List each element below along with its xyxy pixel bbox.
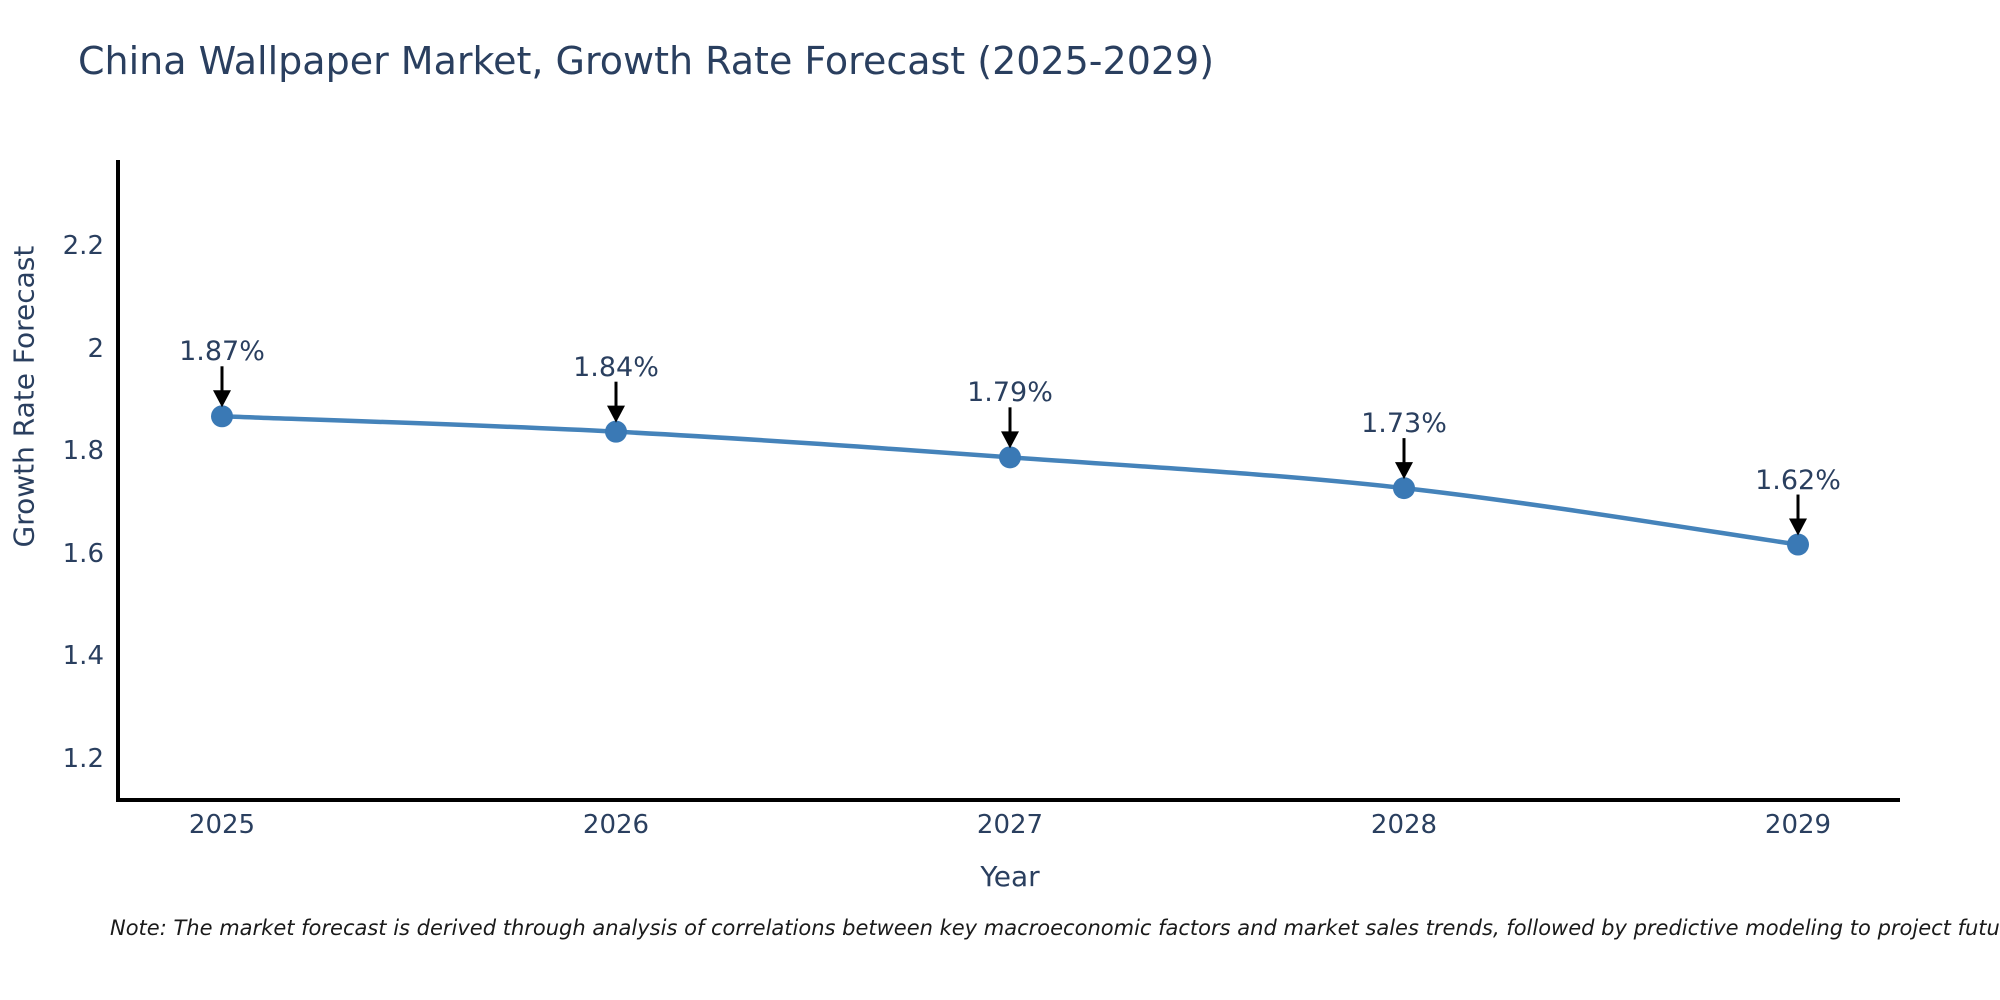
y-tick-label: 2.2 — [62, 231, 104, 261]
annotation-arrowhead — [1395, 462, 1413, 480]
data-point-marker — [1393, 477, 1415, 500]
chart-title: China Wallpaper Market, Growth Rate Fore… — [78, 39, 1215, 83]
point-value-label: 1.84% — [573, 351, 659, 383]
y-tick-label: 1.6 — [62, 538, 104, 569]
data-point-marker — [999, 446, 1021, 469]
footnote: Note: The market forecast is derived thr… — [110, 916, 2000, 940]
y-tick-label: 1.4 — [62, 641, 104, 672]
x-tick-label: 2025 — [188, 810, 256, 840]
annotation-arrowhead — [607, 405, 625, 423]
point-value-label: 1.87% — [179, 336, 265, 368]
x-tick-label: 2027 — [976, 810, 1044, 840]
x-tick-label: 2029 — [1764, 810, 1832, 840]
data-point-marker — [211, 405, 233, 428]
annotation-arrowhead — [1001, 431, 1019, 449]
annotation-arrowhead — [213, 390, 231, 408]
x-tick-label: 2026 — [582, 810, 650, 840]
data-point-marker — [1787, 533, 1809, 556]
y-tick-label: 1.2 — [62, 744, 104, 774]
y-tick-label: 2 — [87, 333, 104, 364]
point-value-label: 1.62% — [1755, 464, 1841, 496]
data-point-marker — [605, 420, 627, 443]
point-value-label: 1.79% — [967, 377, 1053, 409]
annotation-arrowhead — [1789, 518, 1807, 536]
y-tick-label: 1.8 — [62, 436, 104, 467]
x-axis-title: Year — [980, 860, 1040, 893]
x-tick-label: 2028 — [1370, 810, 1438, 840]
point-value-label: 1.73% — [1361, 408, 1447, 440]
